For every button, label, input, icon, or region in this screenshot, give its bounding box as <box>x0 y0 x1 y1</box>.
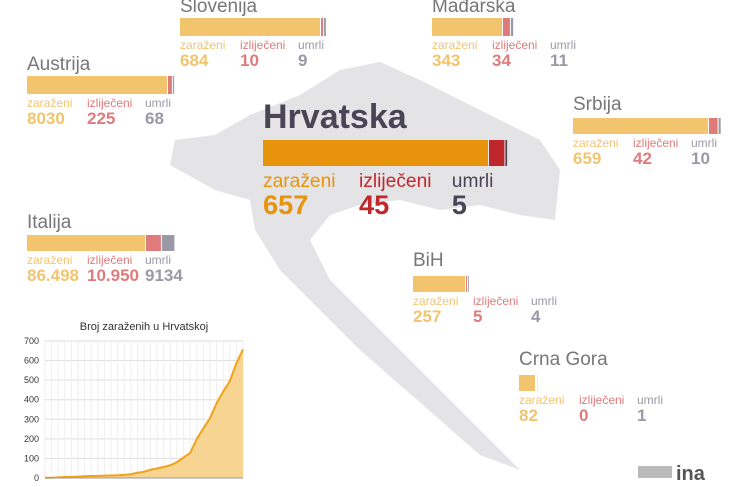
country-name: Slovenija <box>180 0 258 17</box>
legend-label: izliječeni <box>87 253 132 267</box>
country-name: Austrija <box>27 54 91 75</box>
bar-segment <box>146 235 161 251</box>
country-name: Italija <box>27 212 72 233</box>
logo-pattern <box>638 466 672 478</box>
legend-label: umrli <box>691 136 717 150</box>
legend-label: umrli <box>550 38 576 52</box>
bar-segment <box>505 140 508 166</box>
country-name: Hrvatska <box>263 98 408 136</box>
y-tick-label: 200 <box>24 434 39 444</box>
legend-label: zaraženi <box>180 38 225 52</box>
value-label: 684 <box>180 51 209 70</box>
value-label: 10 <box>691 149 710 168</box>
legend-label: umrli <box>145 253 171 267</box>
legend-label: zaraženi <box>263 171 336 192</box>
bar-segment <box>180 18 320 36</box>
legend-label: izliječeni <box>87 96 132 110</box>
value-label: 11 <box>550 51 568 70</box>
bar-segment <box>432 18 502 36</box>
value-label: 86.498 <box>27 266 79 285</box>
legend-label: izliječeni <box>473 294 518 308</box>
y-tick-label: 700 <box>24 336 39 346</box>
y-tick-label: 600 <box>24 356 39 366</box>
value-label: 8030 <box>27 109 65 128</box>
legend-label: zaraženi <box>573 136 618 150</box>
chart-title: Broj zaraženih u Hrvatskoj <box>80 321 208 333</box>
bar-segment <box>324 18 326 36</box>
legend-label: izliječeni <box>579 393 624 407</box>
value-label: 45 <box>359 189 389 220</box>
legend-label: zaraženi <box>27 253 72 267</box>
bar-segment <box>709 118 718 134</box>
value-label: 9134 <box>145 266 183 285</box>
value-label: 82 <box>519 406 538 425</box>
value-label: 1 <box>637 406 646 425</box>
bar-segment <box>413 276 465 292</box>
bar-segment <box>172 76 175 94</box>
value-label: 5 <box>473 307 482 326</box>
legend-label: izliječeni <box>492 38 537 52</box>
value-label: 257 <box>413 307 441 326</box>
legend-label: izliječeni <box>240 38 285 52</box>
y-tick-label: 100 <box>24 453 39 463</box>
value-label: 68 <box>145 109 164 128</box>
y-tick-label: 300 <box>24 414 39 424</box>
bar-segment <box>27 76 167 94</box>
value-label: 659 <box>573 149 601 168</box>
legend-label: umrli <box>452 171 494 192</box>
legend-label: izliječeni <box>633 136 678 150</box>
bar-segment <box>468 276 469 292</box>
bar-segment <box>573 118 708 134</box>
bar-segment <box>489 140 505 166</box>
bar-segment <box>161 235 175 251</box>
value-label: 10 <box>240 51 259 70</box>
legend-label: izliječeni <box>359 171 432 192</box>
area <box>45 349 243 478</box>
y-tick-label: 400 <box>24 395 39 405</box>
value-label: 10.950 <box>87 266 139 285</box>
bar-segment <box>168 76 172 94</box>
country-name: BiH <box>413 250 444 271</box>
legend-label: zaraženi <box>432 38 477 52</box>
line <box>45 348 244 479</box>
logo: ina <box>676 463 706 485</box>
legend-label: umrli <box>145 96 171 110</box>
legend-label: umrli <box>531 294 557 308</box>
bar-segment <box>503 18 510 36</box>
country-name: Crna Gora <box>519 349 608 370</box>
bar-segment <box>519 375 535 391</box>
bar-segment <box>321 18 324 36</box>
value-label: 657 <box>263 189 308 220</box>
legend-label: umrli <box>298 38 324 52</box>
value-label: 225 <box>87 109 115 128</box>
country-panels: Hrvatskazaraženi657izliječeni45umrli5Slo… <box>27 0 721 425</box>
area-chart: Broj zaraženih u Hrvatskoj 0 100 200 300 400 5… <box>24 321 244 483</box>
value-label: 42 <box>633 149 652 168</box>
country-name: Mađarska <box>432 0 516 17</box>
value-label: 34 <box>492 51 511 70</box>
bar-segment <box>718 118 721 134</box>
value-label: 4 <box>531 307 541 326</box>
country-name: Srbija <box>573 94 622 115</box>
bar-segment <box>466 276 468 292</box>
bar-segment <box>510 18 514 36</box>
legend-label: umrli <box>637 393 663 407</box>
value-label: 9 <box>298 51 307 70</box>
value-label: 0 <box>579 406 588 425</box>
legend-label: zaraženi <box>27 96 72 110</box>
value-label: 343 <box>432 51 460 70</box>
bar-segment <box>27 235 145 251</box>
legend-label: zaraženi <box>413 294 458 308</box>
legend-label: zaraženi <box>519 393 564 407</box>
value-label: 5 <box>452 189 467 220</box>
y-tick-label: 0 <box>34 473 39 483</box>
y-tick-label: 500 <box>24 375 39 385</box>
bar-segment <box>263 140 488 166</box>
